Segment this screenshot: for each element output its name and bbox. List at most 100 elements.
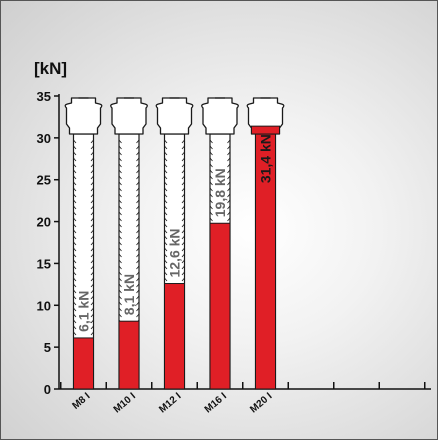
- thread-tick: [136, 301, 140, 306]
- thread-tick: [136, 241, 140, 246]
- thread-tick: [164, 139, 168, 144]
- thread-tick: [136, 145, 140, 150]
- thread-tick: [90, 241, 94, 246]
- thread-tick: [136, 199, 140, 204]
- thread-tick: [181, 157, 185, 162]
- y-tick-label: 15: [37, 256, 51, 271]
- thread-tick: [136, 253, 140, 258]
- y-tick-label: 25: [37, 173, 51, 188]
- thread-tick: [73, 295, 77, 300]
- thread-tick: [118, 187, 122, 192]
- category-label: M10 I: [112, 391, 138, 416]
- bar-value: [164, 283, 185, 390]
- thread-tick: [181, 271, 185, 276]
- thread-tick: [118, 313, 122, 318]
- thread-tick: [164, 157, 168, 162]
- value-label: 8,1 kN: [121, 274, 137, 315]
- thread-tick: [136, 313, 140, 318]
- thread-tick: [181, 247, 185, 252]
- bolt-4: 19,8 kN: [201, 97, 239, 390]
- thread-tick: [164, 205, 168, 210]
- thread-tick: [90, 145, 94, 150]
- thread-tick: [90, 157, 94, 162]
- thread-tick: [136, 307, 140, 312]
- thread-tick: [118, 211, 122, 216]
- thread-tick: [181, 139, 185, 144]
- bolt-2: 8,1 kN: [110, 97, 148, 390]
- thread-tick: [227, 193, 231, 198]
- thread-tick: [73, 157, 77, 162]
- thread-tick: [227, 199, 231, 204]
- thread-tick: [181, 253, 185, 258]
- thread-tick: [118, 283, 122, 288]
- y-axis: 0 5 10 15 20 25 30 35: [37, 89, 60, 397]
- thread-tick: [73, 247, 77, 252]
- value-label: 19,8 kN: [212, 168, 228, 217]
- thread-tick: [118, 169, 122, 174]
- thread-tick: [181, 277, 185, 282]
- thread-tick: [181, 145, 185, 150]
- thread-tick: [136, 169, 140, 174]
- bar-value-head: [251, 125, 280, 135]
- thread-tick: [118, 295, 122, 300]
- thread-tick: [136, 193, 140, 198]
- thread-tick: [136, 235, 140, 240]
- thread-tick: [181, 259, 185, 264]
- bolt-1: 6,1 kN: [64, 97, 103, 390]
- thread-tick: [118, 247, 122, 252]
- thread-tick: [90, 295, 94, 300]
- value-label: 6,1 kN: [76, 291, 92, 332]
- thread-tick: [73, 289, 77, 294]
- value-label: 12,6 kN: [167, 228, 183, 277]
- thread-tick: [209, 175, 213, 180]
- thread-tick: [90, 151, 94, 156]
- thread-tick: [181, 229, 185, 234]
- thread-tick: [136, 265, 140, 270]
- thread-tick: [164, 235, 168, 240]
- thread-tick: [227, 217, 231, 222]
- x-axis-categories: M8 I M10 I M12 I M16 I M20 I: [70, 391, 274, 416]
- thread-tick: [181, 187, 185, 192]
- thread-tick: [73, 217, 77, 222]
- thread-tick: [90, 217, 94, 222]
- y-tick-label: 0: [44, 382, 51, 397]
- thread-tick: [136, 247, 140, 252]
- thread-tick: [90, 223, 94, 228]
- thread-tick: [136, 223, 140, 228]
- thread-tick: [90, 199, 94, 204]
- thread-tick: [90, 301, 94, 306]
- thread-tick: [90, 247, 94, 252]
- thread-tick: [181, 205, 185, 210]
- thread-tick: [227, 151, 231, 156]
- thread-tick: [73, 211, 77, 216]
- thread-tick: [164, 187, 168, 192]
- thread-tick: [136, 181, 140, 186]
- thread-tick: [90, 205, 94, 210]
- thread-tick: [209, 157, 213, 162]
- category-label: M8 I: [70, 391, 92, 412]
- thread-tick: [181, 217, 185, 222]
- thread-tick: [118, 181, 122, 186]
- thread-tick: [90, 289, 94, 294]
- thread-tick: [118, 301, 122, 306]
- thread-tick: [227, 157, 231, 162]
- thread-tick: [118, 289, 122, 294]
- thread-tick: [73, 307, 77, 312]
- thread-tick: [73, 145, 77, 150]
- thread-tick: [73, 325, 77, 330]
- thread-tick: [118, 157, 122, 162]
- thread-tick: [90, 169, 94, 174]
- category-label: M12 I: [157, 391, 183, 416]
- thread-tick: [90, 187, 94, 192]
- thread-tick: [73, 187, 77, 192]
- thread-tick: [118, 175, 122, 180]
- thread-tick: [90, 211, 94, 216]
- thread-tick: [136, 151, 140, 156]
- thread-tick: [73, 151, 77, 156]
- thread-tick: [164, 169, 168, 174]
- thread-tick: [118, 229, 122, 234]
- thread-tick: [181, 169, 185, 174]
- thread-tick: [227, 163, 231, 168]
- thread-tick: [136, 289, 140, 294]
- thread-tick: [209, 163, 213, 168]
